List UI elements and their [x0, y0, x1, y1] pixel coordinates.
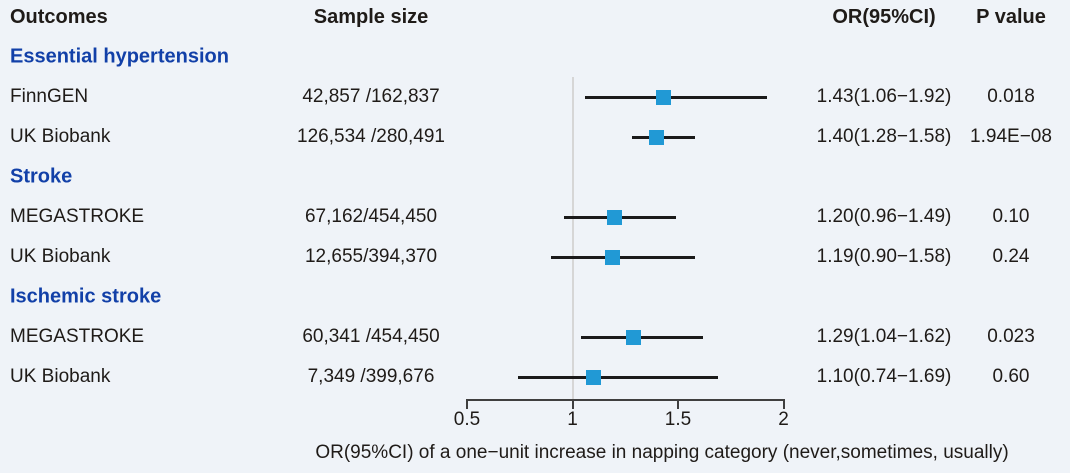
or-ci-value: 1.43(1.06−1.92): [816, 86, 952, 107]
group-header-row: Ischemic stroke: [0, 277, 1070, 317]
or-ci-value: 1.20(0.96−1.49): [816, 206, 952, 227]
or-marker-square: [605, 249, 621, 265]
or-ci-value: 1.10(0.74−1.69): [816, 366, 952, 387]
or-ci-value: 1.40(1.28−1.58): [816, 126, 952, 147]
column-header-sample-size: Sample size: [313, 6, 429, 28]
p-value: 0.60: [992, 366, 1030, 387]
ci-line: [517, 375, 719, 379]
x-axis-tick: [782, 401, 785, 409]
p-value: 0.023: [987, 326, 1035, 347]
study-label: MEGASTROKE: [10, 206, 145, 227]
or-marker-square: [649, 129, 665, 145]
sample-size-value: 60,341 /454,450: [302, 326, 440, 347]
ci-line: [580, 335, 704, 339]
sample-size-value: 126,534 /280,491: [297, 126, 445, 147]
x-axis-line: [466, 399, 785, 401]
group-header-row: Essential hypertension: [0, 37, 1070, 77]
ci-line: [585, 95, 767, 99]
p-value: 0.10: [992, 206, 1030, 227]
study-label: UK Biobank: [10, 246, 111, 267]
study-row: FinnGEN 42,857 /162,837 1.43(1.06−1.92) 0.0…: [0, 77, 1070, 117]
or-ci-value: 1.19(0.90−1.58): [816, 246, 952, 267]
p-value: 0.018: [987, 86, 1035, 107]
p-value: 1.94E−08: [970, 126, 1052, 147]
study-label: FinnGEN: [10, 86, 89, 107]
sample-size-value: 12,655/394,370: [304, 246, 438, 267]
x-axis-tick: [677, 401, 679, 409]
sample-size-value: 42,857 /162,837: [302, 86, 440, 107]
study-row: UK Biobank 7,349 /399,676 1.10(0.74−1.69) 0…: [0, 357, 1070, 397]
group-header-row: Stroke: [0, 157, 1070, 197]
x-axis-tick-label: 1: [567, 409, 578, 430]
group-header-label: Essential hypertension: [10, 45, 229, 68]
reference-line-or-1: [571, 77, 574, 400]
column-header-p-value: P value: [976, 6, 1046, 28]
x-axis-tick-label: 0.5: [453, 409, 481, 430]
study-label: MEGASTROKE: [10, 326, 145, 347]
study-label: UK Biobank: [10, 366, 111, 387]
x-axis-tick-label: 2: [778, 409, 789, 430]
or-marker-square: [607, 209, 623, 225]
x-axis-tick: [571, 401, 574, 409]
study-row: UK Biobank 12,655/394,370 1.19(0.90−1.58) 0…: [0, 237, 1070, 277]
study-row: UK Biobank 126,534 /280,491 1.40(1.28−1.58…: [0, 117, 1070, 157]
or-ci-value: 1.29(1.04−1.62): [816, 326, 952, 347]
sample-size-value: 67,162/454,450: [304, 206, 438, 227]
x-axis-caption: OR(95%CI) of a one−unit increase in napp…: [315, 442, 1009, 463]
x-axis-tick-label: 1.5: [664, 409, 692, 430]
study-row: MEGASTROKE 67,162/454,450 1.20(0.96−1.49) 0…: [0, 197, 1070, 237]
column-header-or-ci: OR(95%CI): [832, 6, 936, 28]
or-marker-square: [655, 89, 671, 105]
p-value: 0.24: [992, 246, 1030, 267]
column-header-outcomes: Outcomes: [10, 6, 108, 28]
study-row: MEGASTROKE 60,341 /454,450 1.29(1.04−1.62)…: [0, 317, 1070, 357]
study-label: UK Biobank: [10, 126, 111, 147]
ci-line: [551, 255, 695, 259]
group-header-label: Ischemic stroke: [10, 285, 162, 308]
group-header-label: Stroke: [10, 165, 73, 188]
or-marker-square: [586, 369, 602, 385]
sample-size-value: 7,349 /399,676: [307, 366, 435, 387]
or-marker-square: [626, 329, 642, 345]
x-axis-tick: [466, 401, 468, 409]
